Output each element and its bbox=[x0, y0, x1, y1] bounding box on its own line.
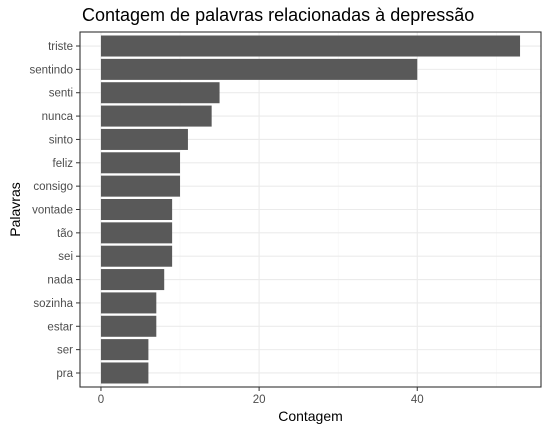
bar-feliz bbox=[100, 152, 181, 174]
y-tick-label: sentindo bbox=[30, 64, 73, 76]
y-tick-label: sozinha bbox=[33, 298, 73, 310]
bar-estar bbox=[100, 315, 157, 337]
y-tick-label: nunca bbox=[42, 111, 74, 123]
y-tick-label: nada bbox=[47, 275, 73, 287]
bar-nunca bbox=[100, 105, 212, 127]
x-tick-label: 0 bbox=[98, 394, 104, 406]
bar-nada bbox=[100, 269, 165, 291]
bar-sinto bbox=[100, 128, 188, 150]
y-tick-label: ser bbox=[57, 345, 73, 357]
bar-vontade bbox=[100, 198, 173, 221]
y-tick-label: tão bbox=[57, 228, 73, 240]
y-tick-label: sinto bbox=[49, 134, 73, 146]
bar-ser bbox=[100, 339, 149, 361]
bar-pra bbox=[100, 362, 149, 384]
x-axis: 0 20 40 bbox=[98, 387, 424, 406]
x-axis-title: Contagem bbox=[278, 408, 343, 424]
y-tick-label: consigo bbox=[33, 181, 73, 193]
bar-sentindo bbox=[100, 58, 418, 80]
bar-triste bbox=[100, 35, 521, 57]
y-tick-label: feliz bbox=[53, 158, 74, 170]
y-tick-label: estar bbox=[47, 321, 73, 333]
y-tick-label: vontade bbox=[32, 205, 73, 217]
bars bbox=[100, 35, 521, 384]
bar-consigo bbox=[100, 175, 181, 197]
y-tick-label: triste bbox=[48, 41, 73, 53]
bar-senti bbox=[100, 82, 220, 104]
y-axis: triste sentindo senti nunca sinto feliz consig… bbox=[30, 41, 80, 380]
y-tick-label: sei bbox=[58, 251, 73, 263]
y-tick-label: senti bbox=[49, 88, 73, 100]
bar-sozinha bbox=[100, 292, 157, 314]
bar-sei bbox=[100, 245, 173, 267]
x-tick-label: 40 bbox=[411, 394, 424, 406]
bar-tão bbox=[100, 222, 173, 244]
chart-title: Contagem de palavras relacionadas à depr… bbox=[82, 5, 475, 25]
x-tick-label: 20 bbox=[253, 394, 266, 406]
y-axis-title: Palavras bbox=[7, 182, 23, 236]
y-tick-label: pra bbox=[56, 368, 73, 380]
